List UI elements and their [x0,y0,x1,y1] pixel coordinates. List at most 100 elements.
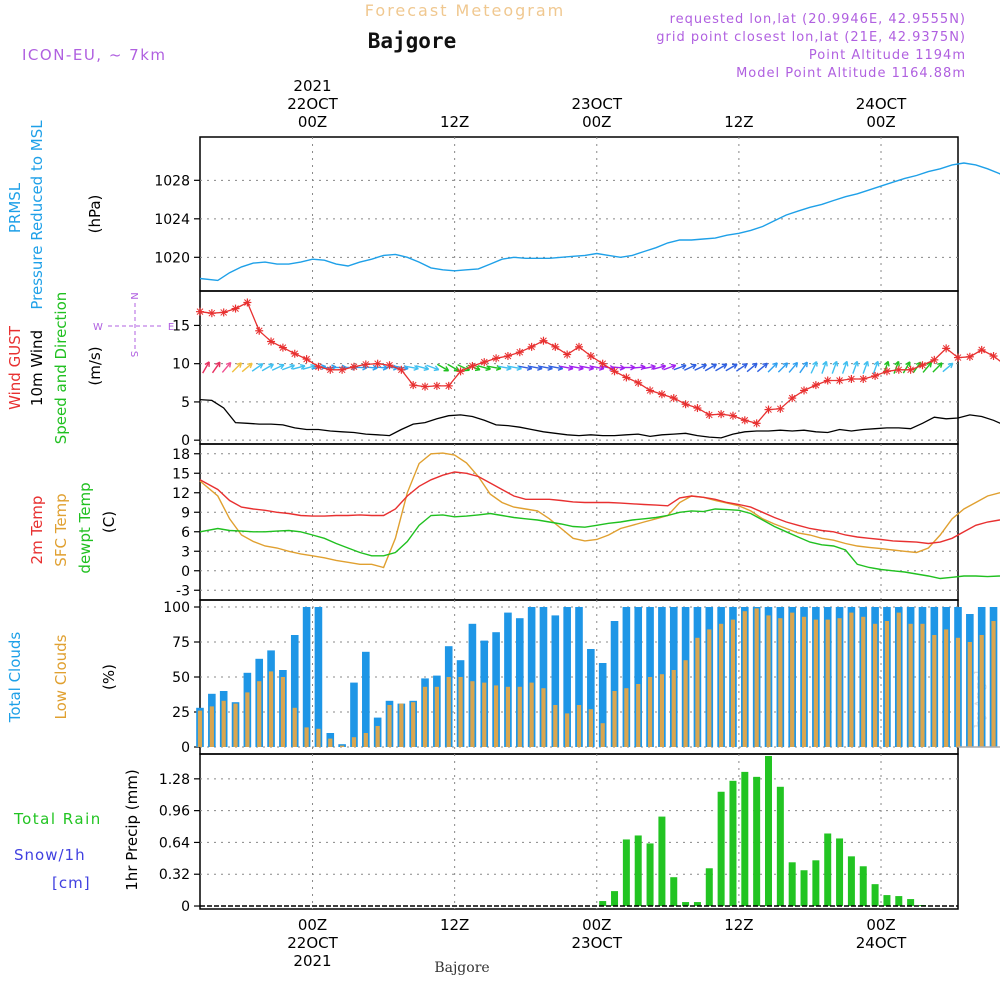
rain-bar [718,792,725,906]
low-cloud-bar [198,711,202,747]
gust-marker [658,390,666,398]
gust-marker [255,327,263,335]
low-cloud-bar [435,687,439,747]
wind-arrow [747,363,757,371]
low-cloud-bar [423,687,427,747]
gust-marker [504,352,512,360]
gust-marker [847,375,855,383]
y-tick-label: 0.96 [159,804,190,820]
low-cloud-bar [826,620,830,747]
time-axis-bottom: 00Z22OCT202112Z00Z23OCT12Z00Z24OCT12Z [287,916,1000,970]
wind-arrow-head [486,369,491,370]
gust-marker [966,353,974,361]
rain-bar [670,877,677,906]
gust-marker [907,366,915,374]
temp-label-sfc: SFC Temp [52,493,70,566]
panel-frame [200,137,958,291]
wind-arrow-head [230,363,231,368]
gust-marker [717,410,725,418]
low-cloud-bar [233,704,237,747]
wind-arrow [232,363,241,372]
y-tick-label: 18 [172,447,190,463]
gust-marker [445,382,453,390]
low-cloud-bar [518,687,522,747]
top-time-label: 00Z [298,113,327,131]
low-cloud-bar [766,615,770,747]
top-time-label: 00Z [582,113,611,131]
y-tick-label: 0 [181,899,190,915]
low-cloud-bar [778,618,782,747]
wind-arrow [853,361,858,373]
precip-axis-label: 1hr Precip (mm) [123,769,141,890]
gust-marker [859,375,867,383]
gust-marker [279,344,287,352]
y-tick-label: 100 [163,600,190,616]
low-cloud-bar [245,692,249,747]
low-cloud-bar [802,617,806,747]
wind-label-10m: 10m Wind [28,330,46,406]
rain-bar [801,870,808,906]
low-cloud-bar [376,726,380,747]
gust-marker [693,404,701,412]
footer-station: Bajgore [434,960,489,976]
low-cloud-bar [612,691,616,747]
precip-label-cm: [cm] [52,874,91,892]
rain-bar [824,833,831,906]
wind-arrow-head [589,369,594,371]
bottom-time-label: 2021 [293,952,331,970]
y-tick-label: 0.64 [159,835,190,851]
wind-arrows [203,361,953,373]
precip-label-snow: Snow/1h [14,846,86,864]
wind-arrow-head [434,370,439,371]
low-cloud-bar [482,683,486,747]
station-title: Bajgore [368,29,457,53]
gust-marker [409,381,417,389]
subtitle: Forecast Meteogram [365,1,565,20]
gust-marker [646,386,654,394]
pressure-line [200,153,1000,280]
top-time-label: 22OCT [287,95,338,113]
gust-marker [599,360,607,368]
rain-bar [765,756,772,906]
low-cloud-bar [719,624,723,747]
bottom-time-label: 12Z [724,916,753,934]
gust-marker [528,343,536,351]
gust-marker [895,366,903,374]
low-cloud-bar [991,621,995,747]
y-tick-label: 12 [172,486,190,502]
gust-marker [397,366,405,374]
low-cloud-bar [707,629,711,747]
wind-arrow [789,363,797,373]
wind-arrow [222,363,230,373]
low-cloud-bar [541,688,545,747]
low-cloud-bar [601,723,605,747]
gust-marker [386,361,394,369]
total-cloud-bar [315,607,323,747]
wind-arrow-head [899,361,900,366]
y-tick-label: 0 [181,740,190,756]
low-cloud-bar [470,681,474,747]
pressure-label-prmsl: PRMSL [6,182,24,233]
low-cloud-bar [980,635,984,747]
total-cloud-bar [303,607,311,747]
rain-bar [836,838,843,906]
low-cloud-bar [458,677,462,747]
gust-marker [492,354,500,362]
low-cloud-bar [257,681,261,747]
gust-marker [350,363,358,371]
y-tick-label: 1.28 [159,772,190,788]
rain-bar [706,868,713,906]
rain-bar [848,856,855,906]
top-time-label: 24OCT [856,95,907,113]
temp-label-dewpt: dewpt Temp [76,482,94,573]
gust-marker [468,362,476,370]
panel-frame [200,754,958,909]
low-cloud-bar [873,624,877,747]
y-tick-label: 0.32 [159,867,190,883]
wind-arrow-head [599,369,604,371]
wind-arrow [262,364,273,371]
low-cloud-bar [648,677,652,747]
wind-arrow [757,363,767,371]
